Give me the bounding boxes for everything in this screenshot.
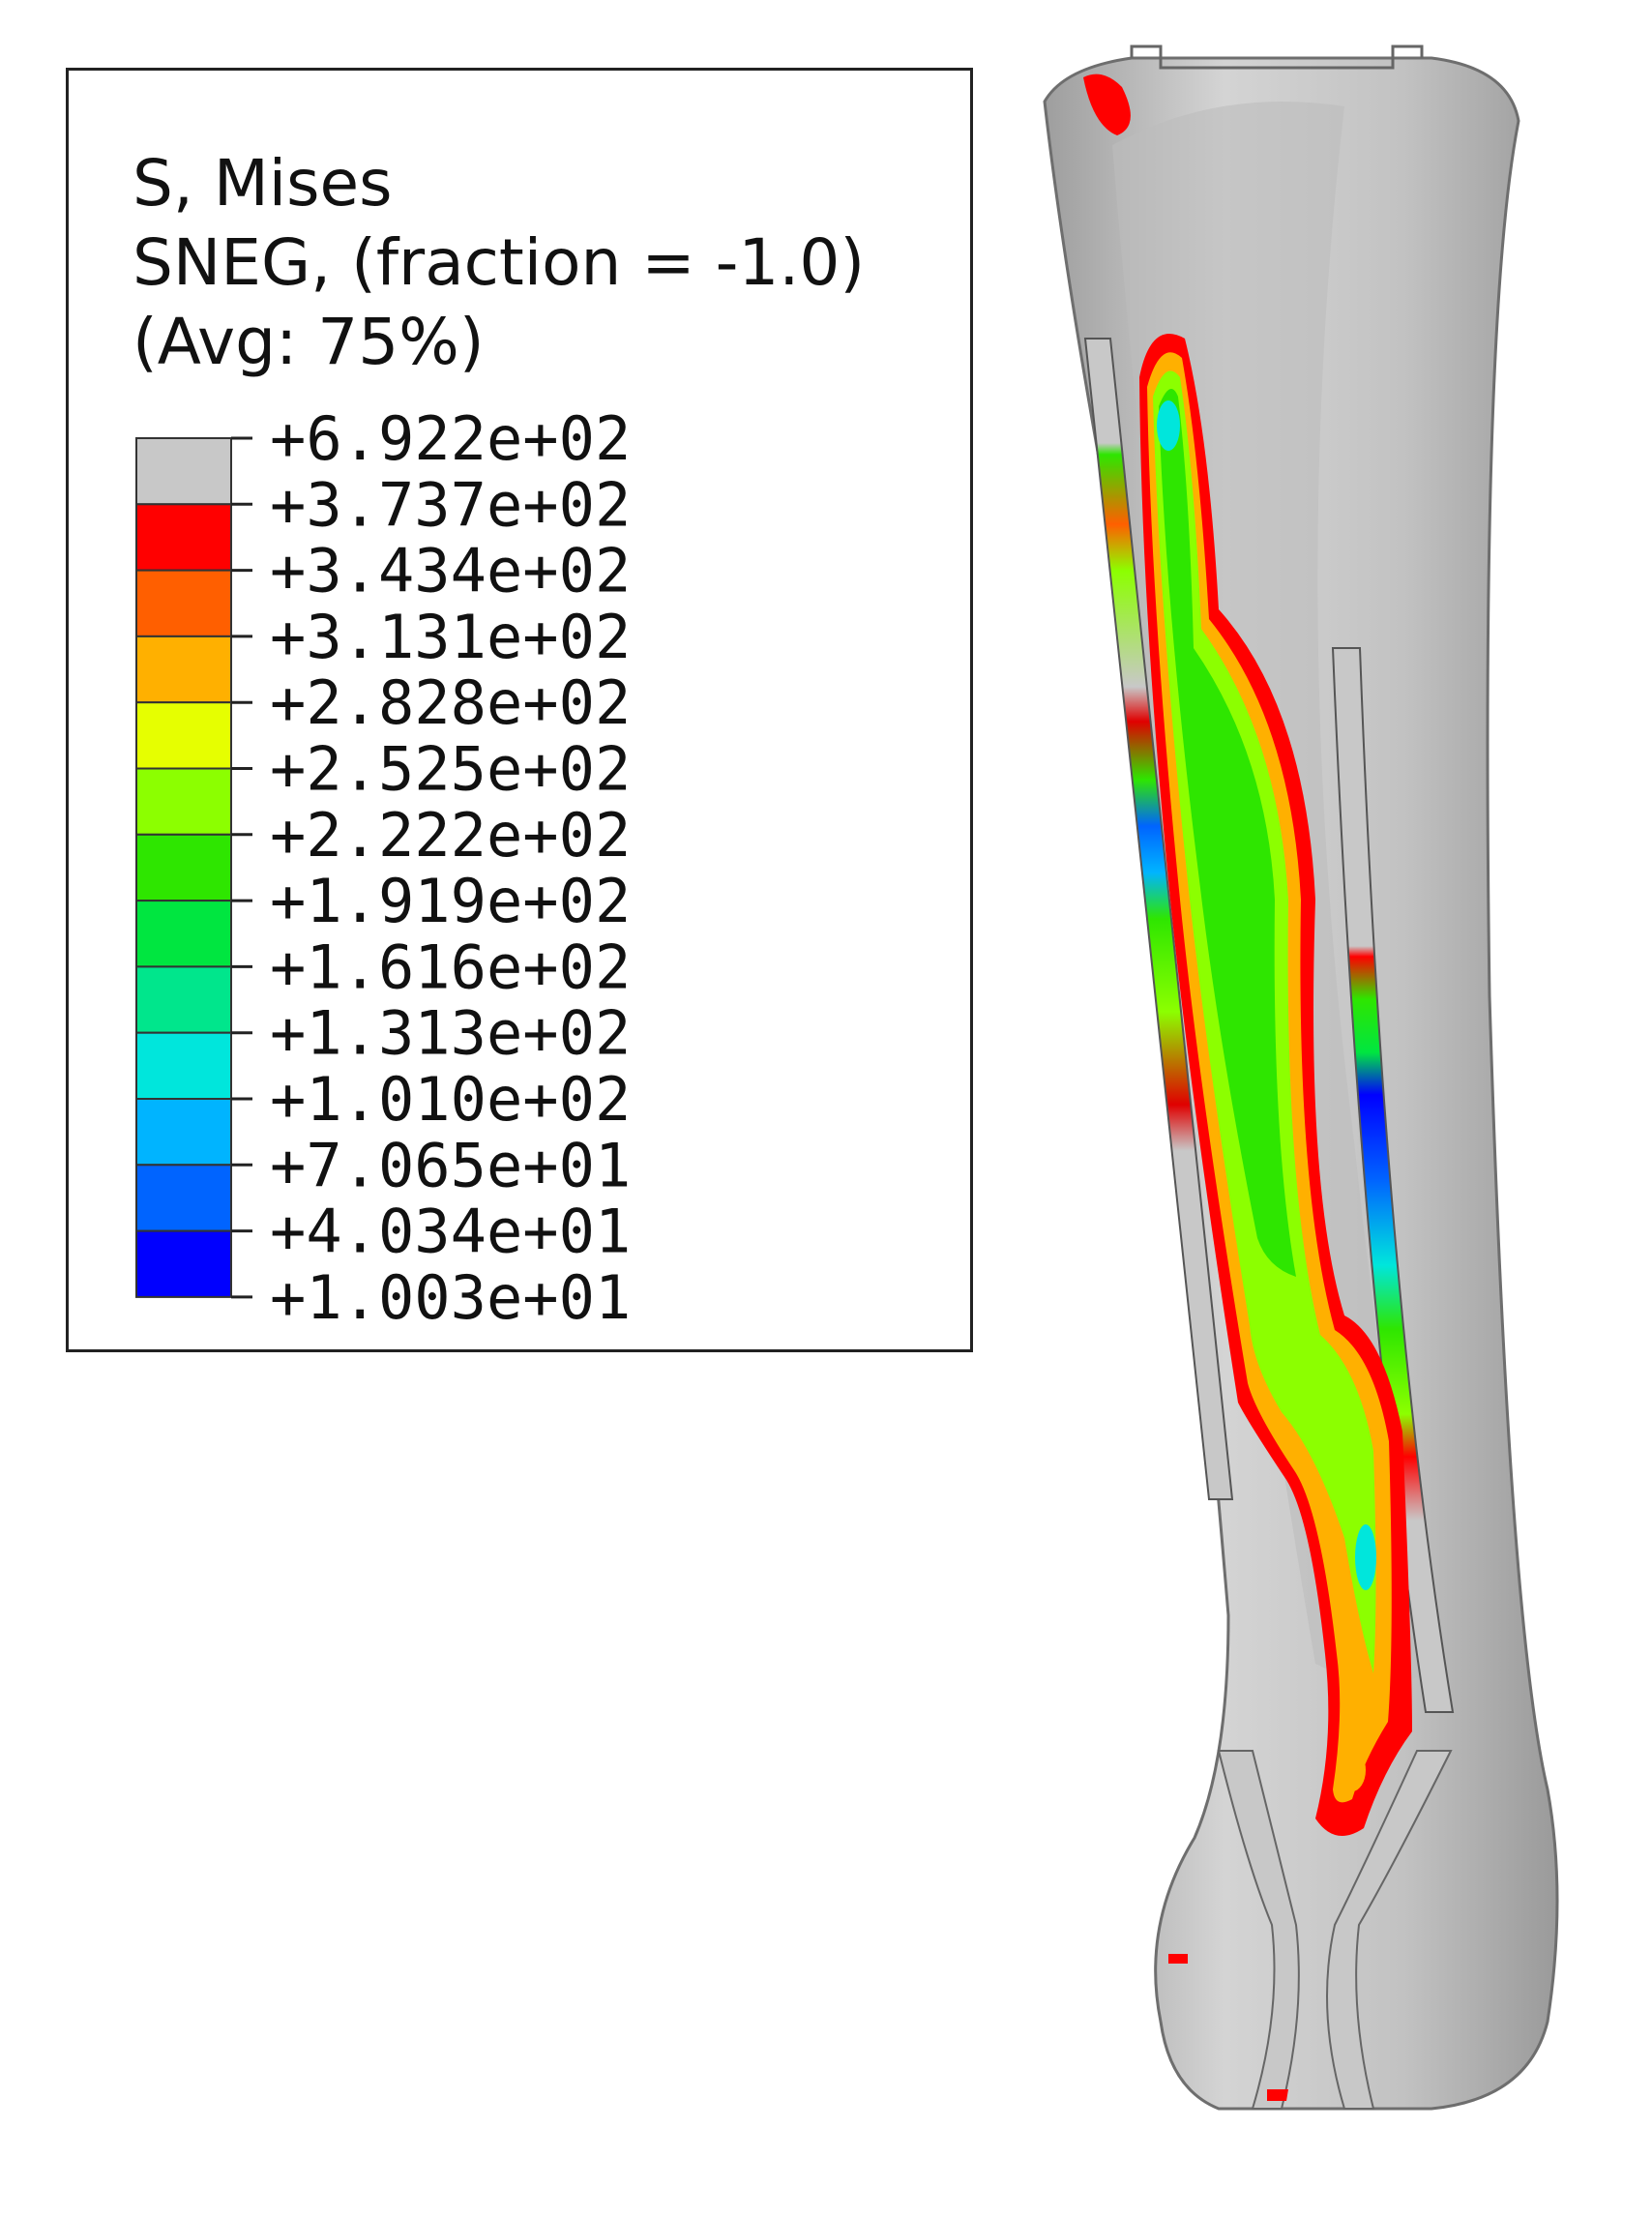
- legend-title-averaging: (Avg: 75%): [133, 305, 485, 379]
- contour-hotspot-cyan-top: [1157, 400, 1180, 451]
- legend-label-2: +3.434e+02: [270, 536, 631, 606]
- legend-label-12: +4.034e+01: [270, 1197, 631, 1267]
- legend-label-11: +7.065e+01: [270, 1130, 631, 1200]
- legend-swatch-5: [135, 767, 232, 836]
- legend-label-0: +6.922e+02: [270, 403, 631, 474]
- legend-label-1: +3.737e+02: [270, 469, 631, 540]
- legend-color-bar: +6.922e+02+3.737e+02+3.434e+02+3.131e+02…: [135, 403, 631, 1333]
- legend-panel: S, Mises SNEG, (fraction = -1.0) (Avg: 7…: [66, 68, 973, 1352]
- legend-swatch-7: [135, 900, 232, 968]
- legend-label-10: +1.010e+02: [270, 1064, 631, 1135]
- contour-green: [1159, 389, 1296, 1277]
- legend-label-6: +2.222e+02: [270, 800, 631, 871]
- distal-fork-left: [1217, 1750, 1300, 2110]
- legend-swatch-8: [135, 965, 232, 1034]
- legend-swatch-6: [135, 833, 232, 902]
- legend-swatch-10: [135, 1098, 232, 1167]
- distal-red-patch-mid: [1168, 1954, 1188, 1964]
- legend-swatch-4: [135, 701, 232, 770]
- distal-red-patch-left: [1267, 2089, 1288, 2101]
- distal-fork-right: [1326, 1750, 1453, 2110]
- fea-stress-contour-model: [1043, 44, 1559, 2111]
- legend-label-3: +3.131e+02: [270, 602, 631, 672]
- legend-swatch-12: [135, 1229, 232, 1298]
- legend-label-4: +2.828e+02: [270, 667, 631, 738]
- legend-swatch-0: [135, 437, 232, 506]
- legend-swatch-9: [135, 1031, 232, 1101]
- legend-swatch-2: [135, 569, 232, 637]
- right-wall-band: [1331, 647, 1455, 1713]
- legend-title-variable: S, Mises: [133, 146, 393, 221]
- legend-label-5: +2.525e+02: [270, 734, 631, 805]
- legend-label-13: +1.003e+01: [270, 1262, 631, 1333]
- legend-label-8: +1.616e+02: [270, 931, 631, 1002]
- legend-swatch-3: [135, 635, 232, 704]
- contour-hotspot-cyan-bottom: [1355, 1524, 1376, 1590]
- legend-label-7: +1.919e+02: [270, 866, 631, 936]
- legend-swatch-1: [135, 503, 232, 572]
- legend-title-section: SNEG, (fraction = -1.0): [133, 225, 866, 300]
- proximal-red-patch: [1083, 74, 1131, 135]
- proximal-notch: [1130, 44, 1424, 70]
- contour-hotspot-orange-bottom: [1339, 1749, 1366, 1791]
- legend-swatch-11: [135, 1164, 232, 1232]
- left-wall-band: [1083, 338, 1234, 1500]
- legend-label-9: +1.313e+02: [270, 998, 631, 1069]
